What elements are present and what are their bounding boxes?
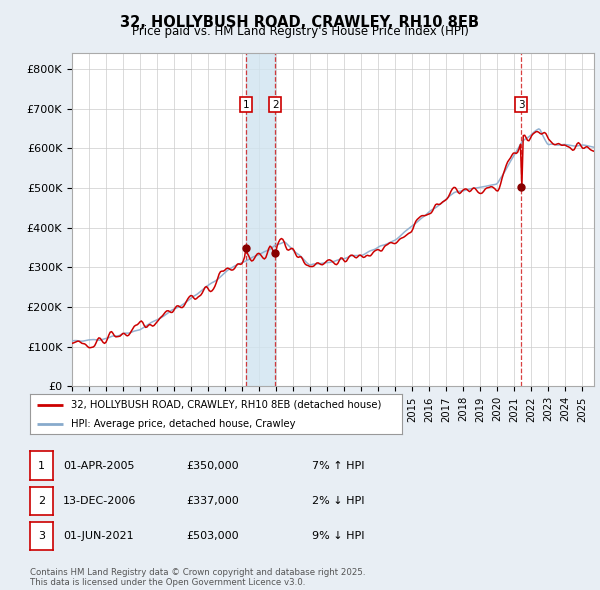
Text: HPI: Average price, detached house, Crawley: HPI: Average price, detached house, Craw… bbox=[71, 419, 295, 428]
Text: 32, HOLLYBUSH ROAD, CRAWLEY, RH10 8EB: 32, HOLLYBUSH ROAD, CRAWLEY, RH10 8EB bbox=[121, 15, 479, 30]
Text: 32, HOLLYBUSH ROAD, CRAWLEY, RH10 8EB (detached house): 32, HOLLYBUSH ROAD, CRAWLEY, RH10 8EB (d… bbox=[71, 400, 381, 410]
Bar bbox=[246, 53, 275, 386]
Text: 2: 2 bbox=[272, 100, 278, 110]
Text: 13-DEC-2006: 13-DEC-2006 bbox=[63, 496, 136, 506]
Text: 2% ↓ HPI: 2% ↓ HPI bbox=[312, 496, 365, 506]
Text: £337,000: £337,000 bbox=[186, 496, 239, 506]
Text: £503,000: £503,000 bbox=[186, 532, 239, 541]
Point bbox=[517, 182, 526, 192]
Text: 2: 2 bbox=[38, 496, 45, 506]
Text: Contains HM Land Registry data © Crown copyright and database right 2025.
This d: Contains HM Land Registry data © Crown c… bbox=[30, 568, 365, 587]
Point bbox=[241, 243, 251, 253]
Text: 1: 1 bbox=[38, 461, 45, 470]
Text: 1: 1 bbox=[243, 100, 250, 110]
Text: 9% ↓ HPI: 9% ↓ HPI bbox=[312, 532, 365, 541]
Text: 3: 3 bbox=[38, 532, 45, 541]
Text: Price paid vs. HM Land Registry's House Price Index (HPI): Price paid vs. HM Land Registry's House … bbox=[131, 25, 469, 38]
Point bbox=[271, 248, 280, 257]
Text: 01-JUN-2021: 01-JUN-2021 bbox=[63, 532, 134, 541]
Text: 7% ↑ HPI: 7% ↑ HPI bbox=[312, 461, 365, 470]
Text: 01-APR-2005: 01-APR-2005 bbox=[63, 461, 134, 470]
Text: 3: 3 bbox=[518, 100, 524, 110]
Text: £350,000: £350,000 bbox=[186, 461, 239, 470]
